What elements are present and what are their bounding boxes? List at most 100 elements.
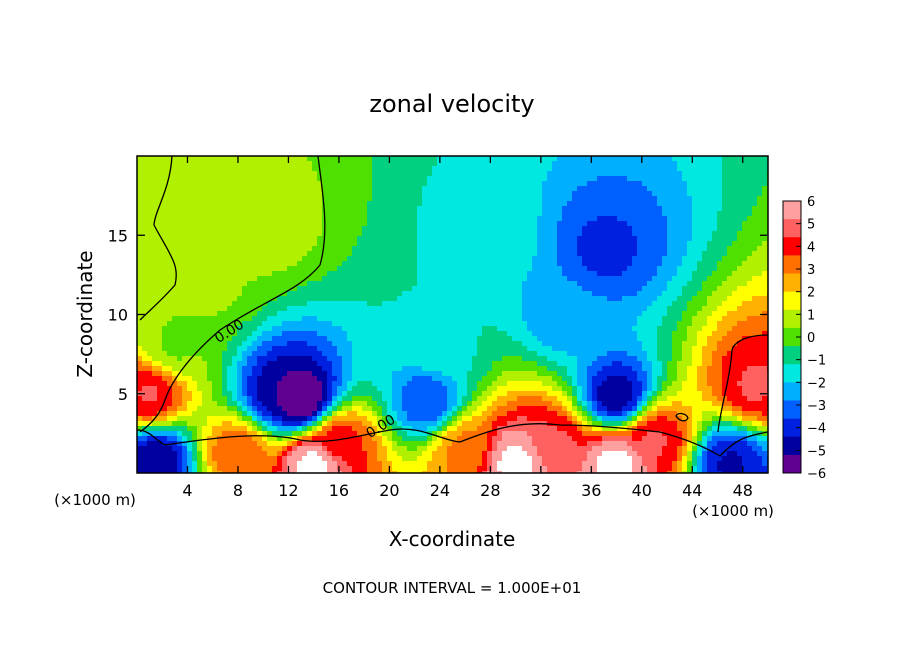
heat-cell [402, 436, 408, 442]
heat-cell [267, 196, 273, 202]
heat-cell [322, 321, 328, 327]
heat-cell [492, 376, 498, 382]
heat-cell [442, 276, 448, 282]
heat-cell [267, 226, 273, 232]
heat-cell [502, 456, 508, 462]
heat-cell [387, 176, 393, 182]
heat-cell [467, 396, 473, 402]
heat-cell [502, 301, 508, 307]
heat-cell [442, 166, 448, 172]
heat-cell [277, 471, 283, 473]
heat-cell [457, 201, 463, 207]
heat-cell [407, 231, 413, 237]
heat-cell [277, 346, 283, 352]
heat-cell [407, 326, 413, 332]
heat-cell [267, 291, 273, 297]
heat-cell [477, 166, 483, 172]
heat-cell [162, 461, 168, 467]
heat-cell [192, 191, 198, 197]
heat-cell [272, 466, 278, 472]
heat-cell [312, 291, 318, 297]
heat-cell [277, 311, 283, 317]
heat-cell [412, 431, 418, 437]
heat-cell [457, 266, 463, 272]
heat-cell [257, 266, 263, 272]
heat-cell [457, 296, 463, 302]
heat-cell [522, 286, 528, 292]
heat-cell [362, 466, 368, 472]
heat-cell [272, 321, 278, 327]
heat-cell [292, 411, 298, 417]
heat-cell [377, 256, 383, 262]
heat-cell [447, 221, 453, 227]
heat-cell [482, 271, 488, 277]
heat-cell [252, 206, 258, 212]
heat-cell [202, 446, 208, 452]
heat-cell [412, 336, 418, 342]
heat-cell [167, 276, 173, 282]
heat-cell [247, 291, 253, 297]
heat-cell [462, 251, 468, 257]
heat-cell [182, 191, 188, 197]
heat-cell [277, 201, 283, 207]
heat-cell [417, 316, 423, 322]
heat-cell [327, 211, 333, 217]
heat-cell [232, 161, 238, 167]
heat-cell [502, 186, 508, 192]
heat-cell [377, 231, 383, 237]
heat-cell [177, 331, 183, 337]
heat-cell [212, 231, 218, 237]
heat-cell [182, 346, 188, 352]
heat-cell [267, 256, 273, 262]
heat-cell [297, 371, 303, 377]
heat-cell [282, 406, 288, 412]
heat-cell [252, 441, 258, 447]
heat-cell [237, 246, 243, 252]
heat-cell [207, 281, 213, 287]
heat-cell [172, 306, 178, 312]
heat-cell [372, 411, 378, 417]
heat-cell [187, 376, 193, 382]
heat-cell [337, 356, 343, 362]
heat-cell [282, 341, 288, 347]
heat-cell [302, 166, 308, 172]
heat-cell [407, 161, 413, 167]
heat-cell [372, 386, 378, 392]
heat-cell [482, 221, 488, 227]
heat-cell [422, 241, 428, 247]
heat-cell [202, 466, 208, 472]
heat-cell [402, 281, 408, 287]
heat-cell [382, 381, 388, 387]
heat-cell [332, 386, 338, 392]
heat-cell [267, 201, 273, 207]
heat-cell [472, 211, 478, 217]
heat-cell [232, 301, 238, 307]
heat-cell [422, 391, 428, 397]
heat-cell [172, 331, 178, 337]
heat-cell [207, 386, 213, 392]
heat-cell [137, 401, 143, 407]
heat-cell [227, 366, 233, 372]
heat-cell [227, 456, 233, 462]
heat-cell [142, 431, 148, 437]
heat-cell [157, 456, 163, 462]
heat-cell [227, 316, 233, 322]
heat-cell [327, 291, 333, 297]
heat-cell [487, 176, 493, 182]
heat-cell [197, 356, 203, 362]
heat-cell [222, 426, 228, 432]
heat-cell [337, 171, 343, 177]
heat-cell [512, 301, 518, 307]
heat-cell [202, 336, 208, 342]
heat-cell [297, 191, 303, 197]
heat-cell [242, 186, 248, 192]
heat-cell [422, 356, 428, 362]
heat-cell [362, 331, 368, 337]
heat-cell [477, 196, 483, 202]
heat-cell [422, 396, 428, 402]
heat-cell [502, 421, 508, 427]
heat-cell [187, 166, 193, 172]
heat-cell [137, 356, 143, 362]
heat-cell [362, 401, 368, 407]
heat-cell [142, 471, 148, 473]
